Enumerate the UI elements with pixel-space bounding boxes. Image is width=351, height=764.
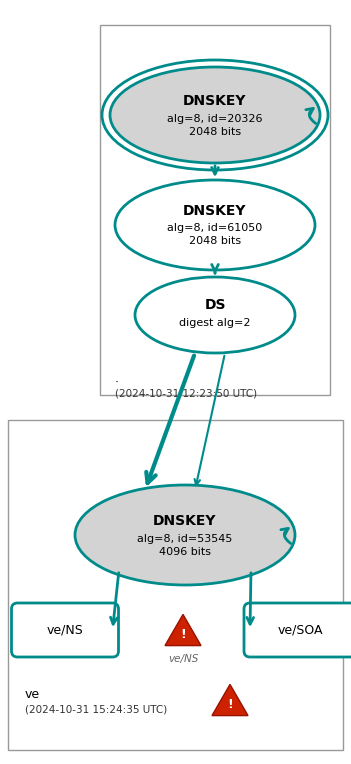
Text: ve/NS: ve/NS	[47, 623, 84, 636]
Text: ve/SOA: ve/SOA	[277, 623, 323, 636]
Text: DNSKEY: DNSKEY	[183, 204, 247, 218]
Text: alg=8, id=61050: alg=8, id=61050	[167, 223, 263, 233]
Text: digest alg=2: digest alg=2	[179, 318, 251, 328]
Text: !: !	[180, 628, 186, 641]
Text: 4096 bits: 4096 bits	[159, 547, 211, 557]
Text: (2024-10-31 12:23:50 UTC): (2024-10-31 12:23:50 UTC)	[115, 388, 257, 398]
Text: !: !	[227, 698, 233, 711]
Bar	[100, 25, 330, 395]
Text: 2048 bits: 2048 bits	[189, 236, 241, 246]
FancyBboxPatch shape	[244, 603, 351, 657]
Ellipse shape	[110, 67, 320, 163]
Polygon shape	[165, 614, 201, 646]
Text: alg=8, id=20326: alg=8, id=20326	[167, 114, 263, 124]
Text: .: .	[115, 371, 119, 384]
Text: DNSKEY: DNSKEY	[183, 94, 247, 108]
Text: 2048 bits: 2048 bits	[189, 127, 241, 137]
Text: (2024-10-31 15:24:35 UTC): (2024-10-31 15:24:35 UTC)	[25, 705, 167, 715]
Ellipse shape	[75, 485, 295, 585]
Text: ve: ve	[25, 688, 40, 701]
Polygon shape	[212, 685, 248, 716]
Text: alg=8, id=53545: alg=8, id=53545	[137, 534, 233, 544]
Ellipse shape	[135, 277, 295, 353]
FancyBboxPatch shape	[12, 603, 119, 657]
Text: DS: DS	[204, 298, 226, 312]
Text: ve/NS: ve/NS	[168, 653, 198, 664]
Text: DNSKEY: DNSKEY	[153, 514, 217, 528]
Bar	[8, 420, 343, 750]
Ellipse shape	[115, 180, 315, 270]
